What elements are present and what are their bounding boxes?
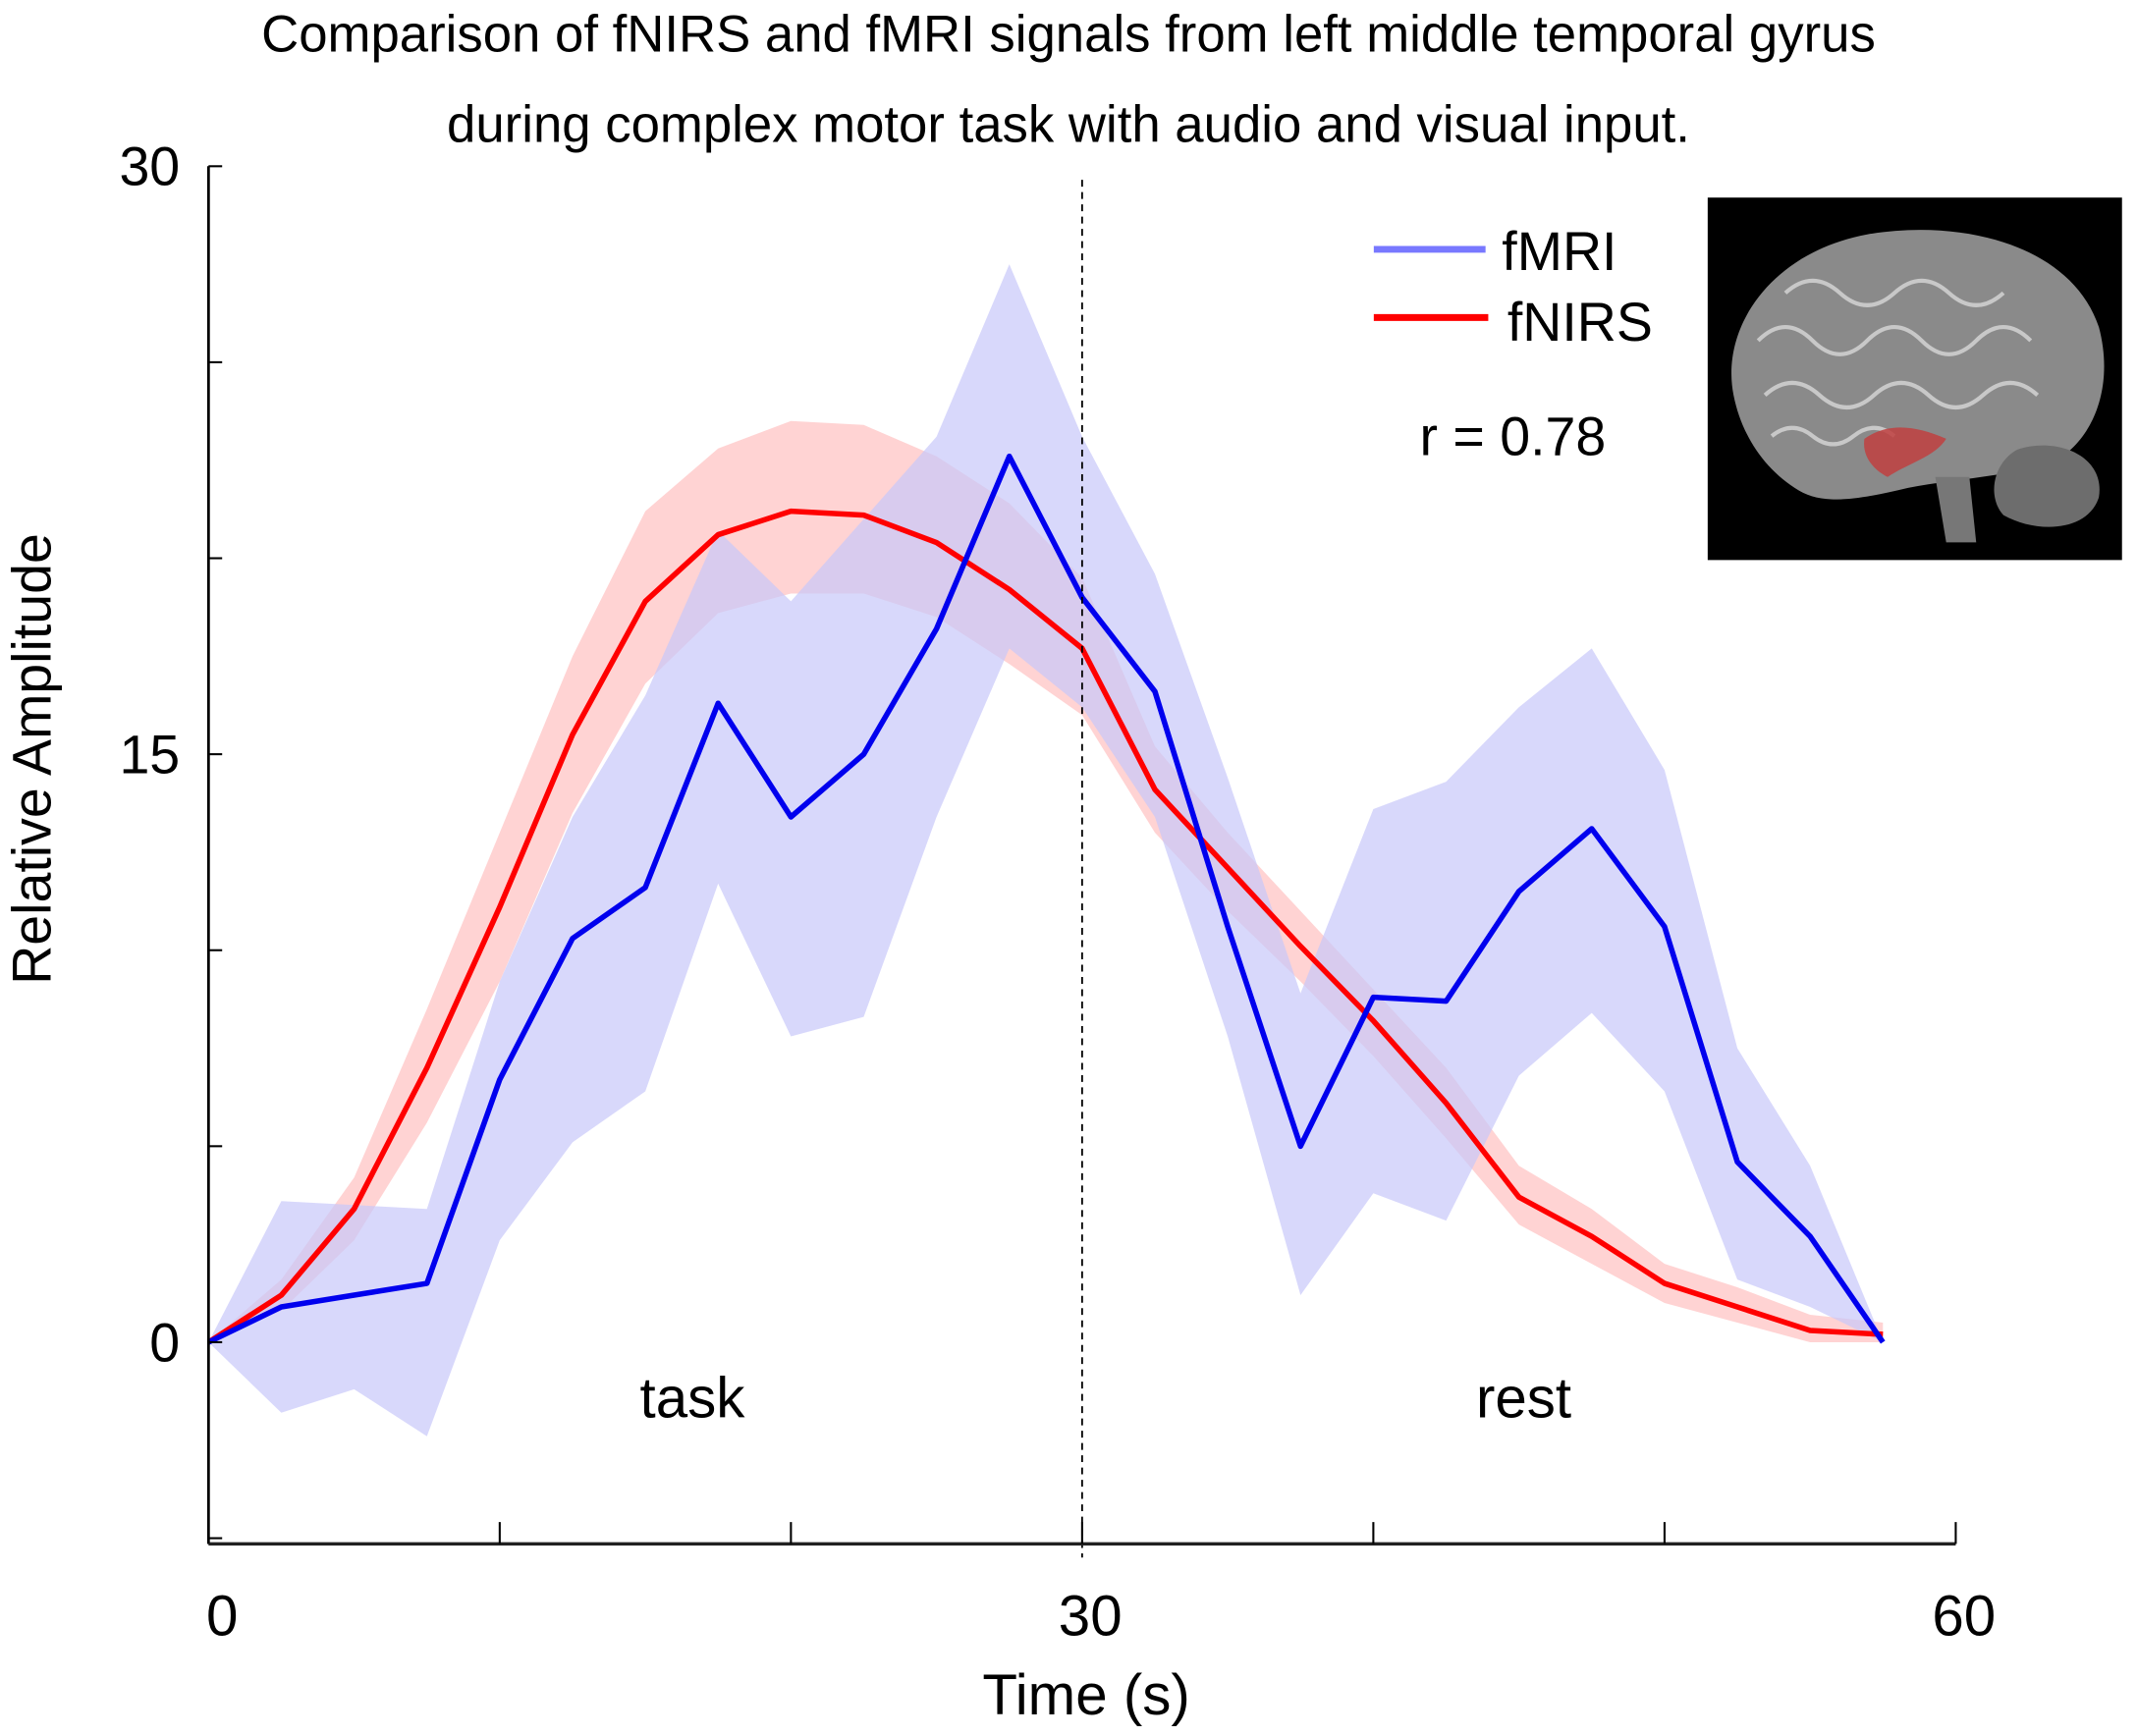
brain-cerebrum xyxy=(1731,230,2105,500)
task-annotation: task xyxy=(640,1366,746,1430)
x-axis-label: Time (s) xyxy=(982,1663,1189,1727)
y-tick-label: 0 xyxy=(149,1312,180,1373)
y-axis-label: Relative Amplitude xyxy=(1,533,62,985)
rest-annotation: rest xyxy=(1476,1366,1571,1430)
legend-label-fmri: fMRI xyxy=(1502,221,1616,282)
x-tick-label: 60 xyxy=(1932,1584,1996,1648)
legend-label-fnirs: fNIRS xyxy=(1507,292,1653,353)
middle-temporal-gyrus-highlight xyxy=(1864,427,1946,477)
series-line-fnirs xyxy=(206,508,1884,1345)
x-tick-label: 30 xyxy=(1059,1584,1123,1648)
chart-title-line-1: Comparison of fNIRS and fMRI signals fro… xyxy=(261,6,1876,64)
y-tick-label: 15 xyxy=(119,725,180,786)
series-line-fmri xyxy=(207,453,1886,1345)
brain-stem xyxy=(1935,476,1977,543)
legend: fMRI fNIRS xyxy=(1373,221,1653,353)
brain-gyri-texture xyxy=(1756,278,2040,447)
chart-title-line-2: during complex motor task with audio and… xyxy=(447,95,1690,153)
brain-cerebellum xyxy=(1994,445,2100,527)
brain-inset-image xyxy=(1707,197,2122,561)
y-tick-label: 30 xyxy=(119,136,180,197)
x-tick-label: 0 xyxy=(206,1584,238,1648)
correlation-annotation: r = 0.78 xyxy=(1420,407,1607,467)
confidence-band-fmri xyxy=(208,264,1884,1437)
